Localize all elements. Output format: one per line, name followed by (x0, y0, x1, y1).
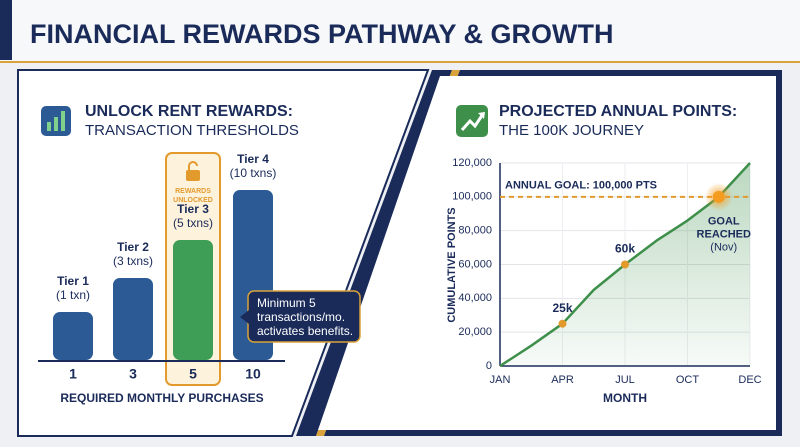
point (558, 319, 567, 328)
x-tick-label: APR (551, 374, 574, 386)
x-tick-label: 10 (245, 366, 261, 382)
y-tick-label: 80,000 (458, 225, 492, 237)
bar (113, 278, 153, 360)
x-tick-label: DEC (738, 374, 761, 386)
y-axis-title: CUMULATIVE POINTS (446, 207, 458, 322)
tier-detail: (3 txns) (113, 254, 153, 268)
callout-text: transactions/mo. (257, 310, 345, 324)
x-tick-label: JAN (490, 374, 511, 386)
chart-title: UNLOCK RENT REWARDS: (85, 103, 293, 120)
goal-label: ANNUAL GOAL: 100,000 PTS (505, 180, 657, 192)
y-tick-label: 0 (486, 360, 492, 372)
marker-note: (Nov) (710, 242, 737, 254)
bar-icon-part (54, 117, 58, 131)
marker-label: 60k (615, 242, 635, 256)
tier-detail: (10 txns) (230, 166, 277, 180)
marker-label: 25k (552, 301, 572, 315)
goal-point (712, 190, 725, 203)
growth-icon-arrow (460, 113, 485, 131)
x-tick-label: JUL (615, 374, 635, 386)
header-accent (0, 0, 12, 60)
bar (173, 240, 213, 360)
x-axis-title: REQUIRED MONTHLY PURCHASES (60, 391, 263, 405)
y-tick-label: 100,000 (452, 191, 492, 203)
highlight-label: UNLOCKED (173, 197, 213, 204)
growth-icon-arrowhead (478, 112, 485, 119)
bar-icon-part (47, 122, 51, 131)
tier-detail: (5 txns) (173, 216, 213, 230)
page-title: FINANCIAL REWARDS PATHWAY & GROWTH (30, 19, 614, 49)
x-tick-label: 5 (189, 366, 197, 382)
callout-text: activates benefits. (257, 324, 353, 338)
point (621, 260, 629, 269)
tier-label: Tier 4 (237, 152, 269, 166)
x-tick-label: OCT (676, 374, 700, 386)
chart-title: PROJECTED ANNUAL POINTS: (499, 103, 737, 120)
y-tick-label: 40,000 (458, 292, 492, 304)
x-tick-label: 3 (129, 366, 137, 382)
highlight-label: REWARDS (175, 188, 211, 195)
marker-label: REACHED (697, 229, 751, 241)
y-tick-label: 60,000 (458, 258, 492, 270)
tier-label: Tier 1 (57, 274, 89, 288)
marker-label: GOAL (708, 216, 740, 228)
header-band (0, 0, 800, 62)
bar-icon-part (61, 111, 65, 131)
x-axis-title: MONTH (603, 391, 647, 405)
tier-label: Tier 3 (177, 202, 209, 216)
y-tick-label: 20,000 (458, 326, 492, 338)
bar (53, 312, 93, 360)
lock-body (186, 170, 200, 181)
chart-subtitle: THE 100K JOURNEY (499, 122, 644, 139)
lock-shackle (188, 161, 198, 170)
y-tick-label: 120,000 (452, 157, 492, 169)
charts: UNLOCK RENT REWARDS: TRANSACTION THRESHOL… (38, 103, 762, 405)
tier-label: Tier 2 (117, 240, 149, 254)
x-tick-label: 1 (69, 366, 77, 382)
callout-text: Minimum 5 (257, 296, 316, 310)
tier-detail: (1 txn) (56, 288, 90, 302)
callout-pointer (240, 310, 249, 324)
chart-subtitle: TRANSACTION THRESHOLDS (85, 122, 299, 139)
